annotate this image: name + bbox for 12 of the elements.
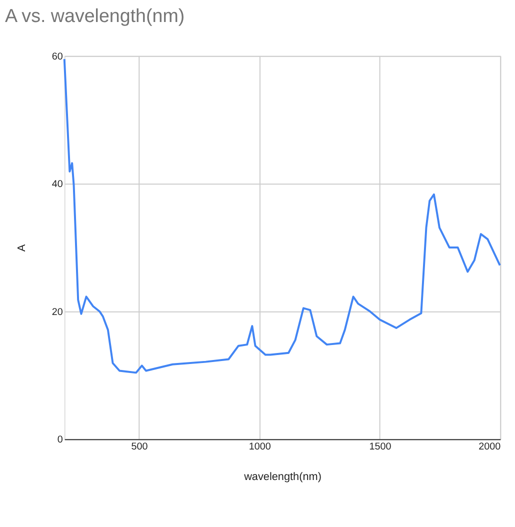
x-tick-label: 500 [131,442,148,453]
y-tick-label: 40 [52,179,64,190]
x-tick-label: 1000 [248,442,272,453]
x-tick-label: 2000 [478,442,502,453]
y-tick-label: 60 [52,51,64,62]
x-tick-label: 1500 [369,442,392,453]
y-tick-label: 20 [52,306,64,318]
x-axis-title: wavelength(nm) [243,471,322,484]
y-tick-label: 0 [57,434,64,446]
y-axis-title: A [16,244,28,252]
line-series [63,58,501,374]
chart-title: A vs. wavelength(nm) [4,5,185,26]
